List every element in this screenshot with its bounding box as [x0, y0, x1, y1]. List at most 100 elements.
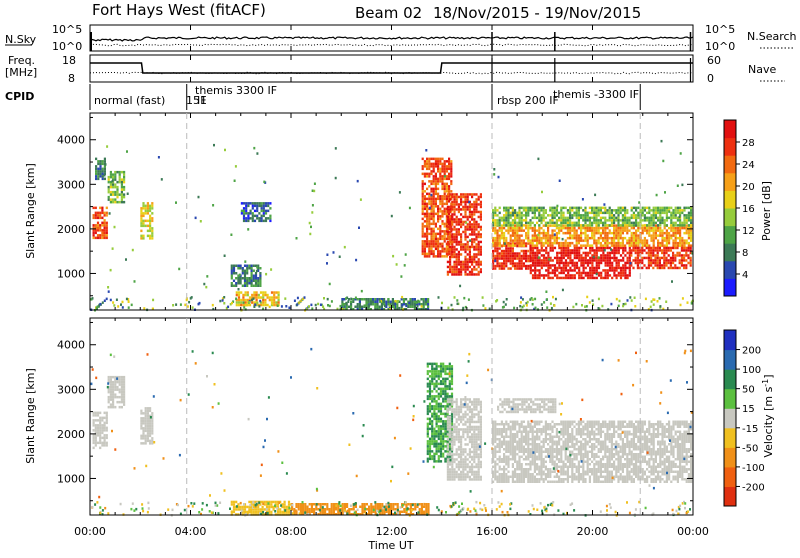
data-cell	[123, 188, 125, 191]
data-cell	[440, 448, 442, 451]
data-cell	[521, 222, 523, 225]
data-cell	[624, 262, 626, 265]
data-cell	[436, 373, 438, 376]
data-cell	[650, 214, 652, 217]
data-cell	[147, 415, 149, 418]
data-cell	[567, 224, 569, 227]
data-cell	[444, 423, 446, 426]
data-cell	[423, 301, 425, 304]
data-cell	[613, 229, 615, 232]
data-cell	[690, 219, 692, 222]
data-cell	[538, 212, 540, 215]
data-cell	[108, 181, 110, 184]
data-cell	[433, 228, 435, 231]
data-cell	[681, 237, 683, 240]
data-cell	[540, 219, 542, 222]
data-cell	[604, 237, 606, 240]
data-cell	[409, 306, 411, 309]
data-cell	[503, 257, 505, 260]
data-cell	[250, 212, 252, 215]
data-cell	[433, 205, 435, 208]
data-cell	[440, 445, 442, 448]
data-cell	[147, 427, 149, 430]
data-cell	[582, 227, 584, 230]
data-cell	[618, 267, 620, 270]
data-cell	[534, 257, 536, 260]
data-cell	[462, 263, 464, 266]
data-cell	[294, 300, 296, 303]
data-cell	[453, 203, 455, 206]
data-cell	[279, 511, 281, 514]
data-cell	[567, 252, 569, 255]
data-cell	[556, 209, 558, 212]
data-cell	[571, 237, 573, 240]
data-cell	[529, 227, 531, 230]
data-cell	[591, 229, 593, 232]
data-cell	[233, 280, 235, 283]
data-cell	[471, 233, 473, 236]
data-cell	[430, 235, 432, 238]
data-cell	[565, 254, 567, 257]
data-cell	[657, 300, 659, 303]
data-cell	[449, 206, 451, 209]
data-cell	[547, 222, 549, 225]
data-cell	[106, 412, 108, 415]
data-cell	[501, 229, 503, 232]
data-cell	[424, 220, 426, 223]
data-cell	[672, 232, 674, 235]
data-cell	[467, 206, 469, 209]
data-cell	[449, 208, 451, 211]
data-cell	[425, 301, 427, 304]
data-cell	[460, 268, 462, 271]
data-cell	[438, 445, 440, 448]
data-cell	[447, 411, 449, 414]
data-cell	[342, 508, 344, 511]
data-cell	[661, 264, 663, 267]
data-cell	[106, 414, 108, 417]
data-cell	[469, 266, 471, 269]
data-cell	[589, 301, 591, 304]
data-cell	[635, 219, 637, 222]
data-cell	[458, 466, 460, 469]
data-cell	[601, 305, 603, 308]
data-cell	[429, 408, 431, 411]
data-cell	[428, 253, 430, 256]
data-cell	[602, 227, 604, 230]
data-cell	[422, 218, 424, 221]
data-cell	[121, 193, 123, 196]
data-cell	[444, 405, 446, 408]
data-cell	[518, 237, 520, 240]
data-cell	[535, 307, 537, 310]
data-cell	[104, 212, 106, 215]
data-cell	[672, 257, 674, 260]
data-cell	[277, 305, 279, 308]
data-cell	[615, 242, 617, 245]
data-cell	[140, 435, 142, 438]
data-cell	[679, 222, 681, 225]
data-cell	[475, 193, 477, 196]
data-cell	[97, 442, 99, 445]
data-cell	[655, 209, 657, 212]
data-cell	[151, 227, 153, 230]
data-cell	[368, 304, 370, 307]
data-cell	[451, 365, 453, 368]
data-cell	[427, 298, 429, 301]
data-cell	[556, 214, 558, 217]
data-cell	[223, 296, 225, 299]
data-cell	[423, 303, 425, 306]
data-cell	[458, 261, 460, 264]
data-cell	[650, 217, 652, 220]
data-cell	[184, 304, 186, 307]
data-cell	[561, 247, 563, 250]
data-cell	[622, 247, 624, 250]
data-cell	[198, 196, 200, 199]
data-cell	[558, 242, 560, 245]
data-cell	[675, 224, 677, 227]
data-cell	[496, 214, 498, 217]
data-cell	[499, 257, 501, 260]
data-cell	[255, 277, 257, 280]
data-cell	[507, 255, 509, 257]
data-cell	[505, 252, 507, 255]
data-cell	[670, 207, 672, 210]
data-cell	[449, 388, 451, 391]
